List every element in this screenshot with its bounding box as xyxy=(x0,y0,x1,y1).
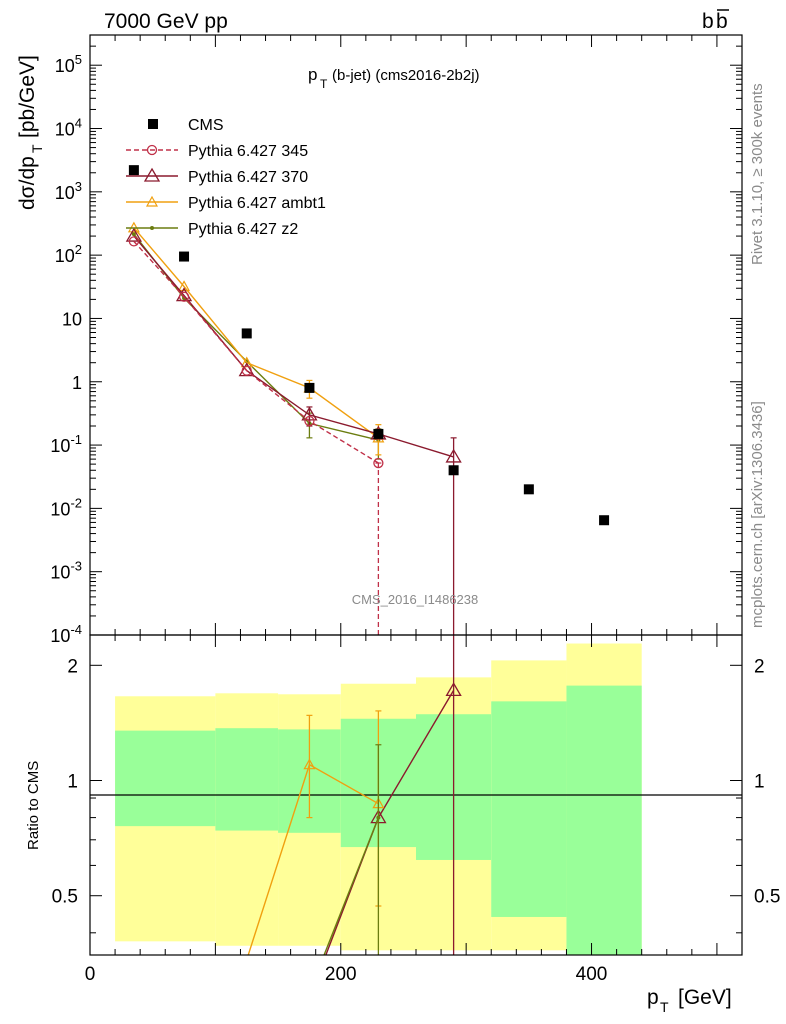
legend-item: Pythia 6.427 370 xyxy=(126,167,308,186)
ratio-series-pythia-6-427-z2 xyxy=(323,744,382,955)
main-y-tick-label: 10 xyxy=(62,309,82,329)
svg-text:b: b xyxy=(702,10,714,33)
svg-text:p: p xyxy=(308,65,317,84)
mc-point xyxy=(128,236,140,247)
mcplots-reference-label: mcplots.cern.ch [arXiv:1306.3436] xyxy=(749,401,766,628)
ratio-series-pythia-6-427-ambt1 xyxy=(247,710,385,955)
svg-text:(b-jet) (cms2016-2b2j): (b-jet) (cms2016-2b2j) xyxy=(332,67,480,84)
svg-text:T: T xyxy=(29,144,45,153)
mc-point xyxy=(125,227,143,242)
legend-item: CMS xyxy=(148,117,224,134)
watermark: CMS_2016_I1486238 xyxy=(352,592,479,607)
main-y-tick-label: 104 xyxy=(55,116,82,140)
main-y-tick-label: 102 xyxy=(55,242,82,266)
data-point xyxy=(179,251,190,262)
main-panel: 10-4 10-3 10-2 10-1 1 10 102 103 104 105 CMS_2016… xyxy=(50,34,743,646)
x-tick-label: 400 xyxy=(576,964,608,985)
series-pythia-6-427-345 xyxy=(128,236,384,635)
ratio-line xyxy=(323,817,380,955)
main-title: p T (b-jet) (cms2016-2b2j) xyxy=(308,65,480,91)
main-y-tick-label: 105 xyxy=(55,52,82,76)
header-energy-label: 7000 GeV pp xyxy=(104,10,228,33)
uncertainty-band-inner xyxy=(215,728,279,831)
data-point xyxy=(373,428,384,439)
data-point xyxy=(128,165,139,176)
series-line xyxy=(133,235,454,458)
legend-marker xyxy=(148,119,158,129)
main-y-tick-label: 103 xyxy=(55,179,82,203)
legend-item: Pythia 6.427 ambt1 xyxy=(126,195,326,212)
legend-label: Pythia 6.427 z2 xyxy=(188,221,298,238)
mc-point xyxy=(178,291,190,302)
rivet-version-label: Rivet 3.1.10, ≥ 300k events xyxy=(749,83,766,265)
svg-text:[GeV]: [GeV] xyxy=(678,986,732,1009)
x-tick-label: 200 xyxy=(325,964,357,985)
ratio-y-tick-label-right: 0.5 xyxy=(754,887,780,908)
series-line xyxy=(133,233,379,441)
legend-marker xyxy=(150,226,154,230)
ratio-point xyxy=(376,815,381,820)
mc-point xyxy=(131,232,136,237)
main-y-tick-label: 10-1 xyxy=(50,432,82,456)
svg-text:T: T xyxy=(320,77,328,91)
legend-item: Pythia 6.427 345 xyxy=(126,143,308,160)
mc-point xyxy=(178,280,191,292)
series-cms xyxy=(128,165,610,526)
ratio-y-tick-label: 1 xyxy=(67,772,78,793)
x-axis-label: p T [GeV] xyxy=(647,986,732,1015)
legend-label: Pythia 6.427 ambt1 xyxy=(188,195,326,212)
main-y-tick-label: 10-4 xyxy=(50,622,82,646)
data-point xyxy=(599,515,610,526)
legend-label: Pythia 6.427 370 xyxy=(188,169,308,186)
mc-point xyxy=(445,448,462,463)
data-point xyxy=(523,484,534,495)
uncertainty-band-inner xyxy=(566,685,642,955)
process-label: b b xyxy=(702,9,729,33)
ratio-y-tick-label-right: 2 xyxy=(754,656,765,677)
legend-marker xyxy=(145,195,159,207)
uncertainty-band-inner xyxy=(115,730,216,827)
ratio-y-tick-label: 2 xyxy=(67,656,78,677)
x-tick-label: 0 xyxy=(85,964,96,985)
ratio-panel: 0.5 0.5 1 1 2 2 0 200 400 xyxy=(52,634,780,985)
ratio-y-tick-label-right: 1 xyxy=(754,772,765,793)
mc-point xyxy=(301,406,318,421)
legend: CMS Pythia 6.427 345 Pythia 6.427 370 Pythi… xyxy=(126,117,326,238)
svg-text:p: p xyxy=(647,986,659,1009)
data-point xyxy=(241,328,252,339)
ratio-point xyxy=(445,682,462,697)
uncertainty-band-inner xyxy=(491,701,567,917)
series-pythia-6-427-ambt1 xyxy=(127,221,385,456)
svg-text:b: b xyxy=(716,10,728,33)
legend-marker xyxy=(146,144,158,156)
ratio-point xyxy=(303,758,316,770)
main-y-tick-label: 10-2 xyxy=(50,495,82,519)
legend-item: Pythia 6.427 z2 xyxy=(126,221,298,238)
legend-marker xyxy=(143,167,161,182)
mc-point xyxy=(304,415,315,427)
data-point xyxy=(304,382,315,393)
svg-text:dσ/dp: dσ/dp xyxy=(16,156,39,210)
legend-label: Pythia 6.427 345 xyxy=(188,143,308,160)
ratio-y-axis-label: Ratio to CMS xyxy=(25,761,42,850)
main-y-tick-label: 1 xyxy=(72,373,82,393)
series-line xyxy=(133,227,379,439)
mc-point xyxy=(241,365,252,376)
legend-label: CMS xyxy=(188,117,224,134)
main-y-axis-label: dσ/dp T [pb/GeV] xyxy=(16,55,45,210)
main-y-tick-label: 10-3 xyxy=(50,559,82,583)
mc-point xyxy=(373,457,384,469)
series-line xyxy=(133,240,379,464)
svg-text:[pb/GeV]: [pb/GeV] xyxy=(16,55,39,138)
ratio-y-tick-label: 0.5 xyxy=(52,887,78,908)
data-point xyxy=(448,465,459,476)
svg-text:T: T xyxy=(660,999,669,1015)
